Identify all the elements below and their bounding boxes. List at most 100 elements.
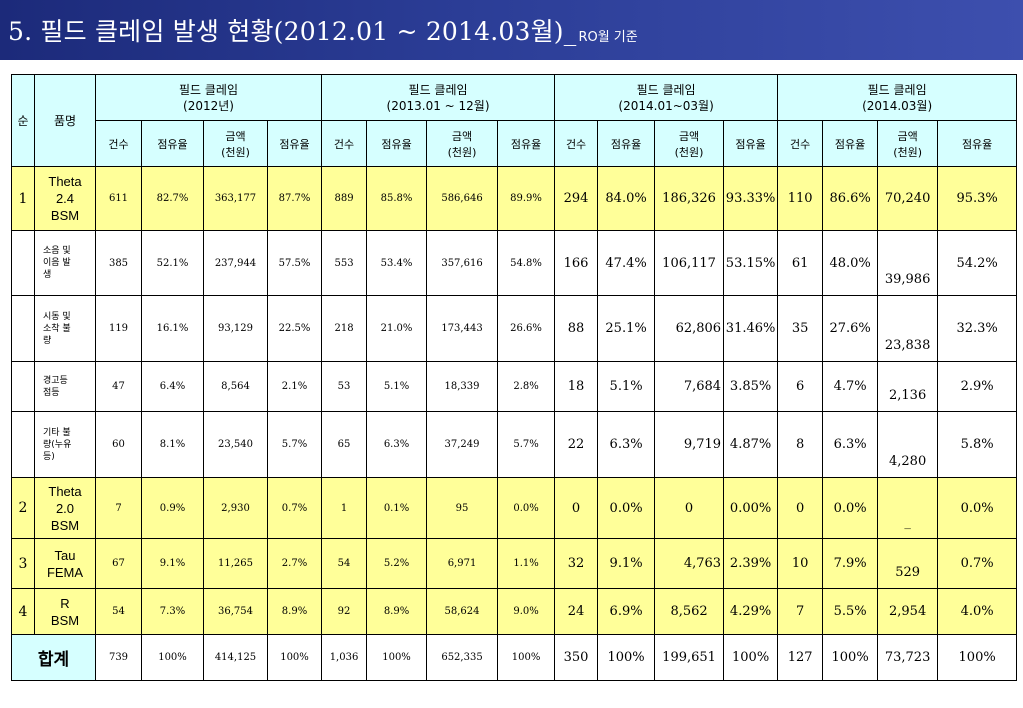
table-cell: 5.8% [937, 411, 1018, 478]
table-cell: 23,838 [877, 295, 939, 362]
page-subtitle: RO월 기준 [578, 29, 638, 45]
table-row: 2 Theta 2.0 BSM 7 0.9% 2,930 0.7% 1 0.1% 95 0.0% 0 0.… [11, 477, 1018, 539]
table-cell: 6.9% [597, 588, 656, 635]
row-seq [11, 361, 35, 412]
table-cell: 2,954 [877, 588, 939, 635]
subheader-amount: 금액 (천원) [203, 120, 268, 167]
table-cell: 7 [777, 588, 824, 635]
table-cell: 350 [554, 634, 599, 681]
table-cell: 22.5% [266, 295, 323, 362]
table-row: 경고등 점등 47 6.4% 8,564 2.1% 53 5.1% 18,339 2.8% 18 5.… [11, 361, 1018, 412]
subheader-amount: 금액 (천원) [877, 120, 939, 167]
table-cell: 100% [497, 634, 556, 681]
table-cell: 127 [777, 634, 824, 681]
subheader-count: 건수 [321, 120, 368, 167]
table-cell: 26.6% [497, 295, 556, 362]
table-cell: 11,265 [203, 538, 268, 589]
claim-table: 순 품명 필드 클레임 (2012년) 필드 클레임 (2013.01 ~ 12월)… [11, 74, 1018, 681]
table-row: 1 Theta 2.4 BSM 611 82.7% 363,177 87.7% 889 85.8%… [11, 166, 1018, 231]
subheader-share: 점유율 [723, 120, 779, 167]
table-cell: 0 [654, 477, 725, 539]
table-cell: 4,280 [877, 411, 939, 478]
table-cell: 106,117 [654, 230, 725, 296]
table-cell: 7.3% [141, 588, 204, 635]
table-cell: 4,763 [654, 538, 725, 589]
table-row: 4 R BSM 54 7.3% 36,754 8.9% 92 8.9% 58,624 9.0% 24 6… [11, 588, 1018, 635]
table-cell: 95.3% [937, 166, 1018, 231]
table-cell: 7.9% [822, 538, 879, 589]
table-cell: 21.0% [366, 295, 428, 362]
table-cell: 218 [321, 295, 368, 362]
table-cell: 86.6% [822, 166, 879, 231]
table-cell: 100% [141, 634, 204, 681]
row-seq [11, 411, 35, 478]
table-cell: 1,036 [321, 634, 368, 681]
table-cell: 23,540 [203, 411, 268, 478]
table-cell: 93.33% [723, 166, 779, 231]
table-cell: 7,684 [654, 361, 725, 412]
table-cell: 4.7% [822, 361, 879, 412]
table-cell: 93,129 [203, 295, 268, 362]
table-cell: 0.1% [366, 477, 428, 539]
row-product-name: R BSM [34, 588, 96, 635]
table-cell: 47 [95, 361, 142, 412]
subheader-count: 건수 [95, 120, 142, 167]
table-cell: 0.0% [937, 477, 1018, 539]
table-cell: 237,944 [203, 230, 268, 296]
header-product: 품명 [34, 74, 96, 167]
table-cell: 22 [554, 411, 599, 478]
table-cell: 166 [554, 230, 599, 296]
table-cell: 25.1% [597, 295, 656, 362]
table-cell: 7 [95, 477, 142, 539]
table-cell: 3.85% [723, 361, 779, 412]
table-cell: 100% [937, 634, 1018, 681]
table-cell: 529 [877, 538, 939, 589]
table-cell: 53 [321, 361, 368, 412]
table-cell: 0 [554, 477, 599, 539]
row-seq [11, 295, 35, 362]
table-cell: 2,930 [203, 477, 268, 539]
table-row: 소음 및 이음 발 생 385 52.1% 237,944 57.5% 553 53.4% 357… [11, 230, 1018, 296]
title-bar: 5. 필드 클레임 발생 현황(2012.01 ~ 2014.03월)_ RO월… [0, 0, 1023, 60]
table-cell: 0.0% [822, 477, 879, 539]
header-seq: 순 [11, 74, 35, 167]
table-cell: 5.2% [366, 538, 428, 589]
table-cell: 357,616 [426, 230, 499, 296]
subheader-share: 점유율 [497, 120, 556, 167]
table-cell: 0.7% [937, 538, 1018, 589]
row-seq: 4 [11, 588, 35, 635]
table-cell: 88 [554, 295, 599, 362]
table-cell: 27.6% [822, 295, 879, 362]
table-cell: 85.8% [366, 166, 428, 231]
row-product-name: Theta 2.0 BSM [34, 477, 96, 539]
table-cell: 9.1% [141, 538, 204, 589]
table-cell: 4.0% [937, 588, 1018, 635]
table-cell: 1 [321, 477, 368, 539]
table-row: 3 Tau FEMA 67 9.1% 11,265 2.7% 54 5.2% 6,971 1.1% 3… [11, 538, 1018, 589]
table-cell: 67 [95, 538, 142, 589]
table-cell: 0.0% [597, 477, 656, 539]
table-cell: 2.9% [937, 361, 1018, 412]
row-seq: 3 [11, 538, 35, 589]
table-cell: 6.3% [822, 411, 879, 478]
table-cell: 73,723 [877, 634, 939, 681]
table-cell: 36,754 [203, 588, 268, 635]
table-cell: 100% [723, 634, 779, 681]
table-cell: 5.1% [366, 361, 428, 412]
table-cell: 1.1% [497, 538, 556, 589]
page-title: 5. 필드 클레임 발생 현황(2012.01 ~ 2014.03월)_ [8, 17, 577, 46]
table-cell: 100% [597, 634, 656, 681]
table-cell: 611 [95, 166, 142, 231]
table-cell: 62,806 [654, 295, 725, 362]
table-cell: 110 [777, 166, 824, 231]
table-cell: 65 [321, 411, 368, 478]
table-cell: 60 [95, 411, 142, 478]
table-cell: 18,339 [426, 361, 499, 412]
table-cell: 53.4% [366, 230, 428, 296]
table-cell: 54 [95, 588, 142, 635]
row-product-name: Tau FEMA [34, 538, 96, 589]
subheader-row: 건수 점유율 금액 (천원) 점유율 건수 점유율 금액 (천원) 점유율 건수 점유율 금액 (천원) 점… [12, 120, 1018, 167]
subheader-share: 점유율 [822, 120, 879, 167]
subheader-share: 점유율 [266, 120, 323, 167]
